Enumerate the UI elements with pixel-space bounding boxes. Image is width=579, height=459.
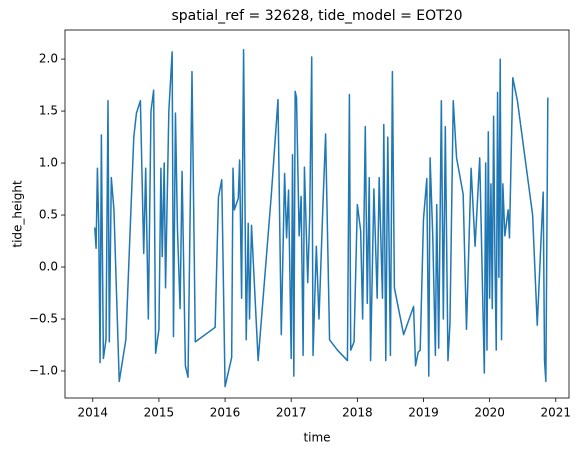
- y-tick-label: 1.0: [39, 156, 58, 170]
- y-tick-label: 0.0: [39, 260, 58, 274]
- x-tick-label: 2021: [540, 406, 571, 420]
- y-tick-label: 0.5: [39, 208, 58, 222]
- axes-frame: [64, 29, 570, 399]
- y-tick-label: −0.5: [29, 311, 58, 325]
- x-tick-label: 2018: [342, 406, 373, 420]
- x-tick-label: 2019: [408, 406, 439, 420]
- data-line: [94, 49, 549, 388]
- x-axis-label: time: [303, 431, 330, 445]
- x-tick-label: 2020: [474, 406, 505, 420]
- y-tick-label: 1.5: [39, 104, 58, 118]
- y-tick-label: 2.0: [39, 52, 58, 66]
- chart-title: spatial_ref = 32628, tide_model = EOT20: [172, 8, 463, 24]
- x-tick-label: 2015: [144, 406, 175, 420]
- x-tick-label: 2014: [78, 406, 109, 420]
- x-tick-label: 2016: [210, 406, 241, 420]
- y-axis-label: tide_height: [11, 180, 25, 248]
- x-tick-label: 2017: [276, 406, 307, 420]
- y-tick-label: −1.0: [29, 363, 58, 377]
